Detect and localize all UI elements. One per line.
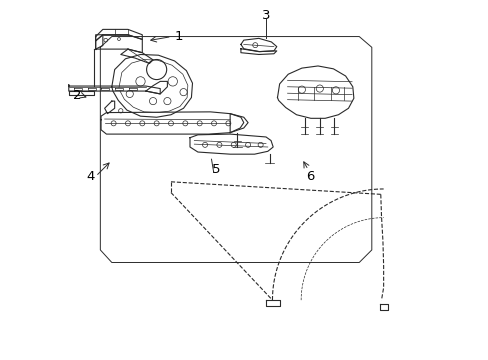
Text: 6: 6 (305, 170, 314, 183)
Text: 4: 4 (86, 170, 95, 183)
Text: 1: 1 (174, 30, 183, 43)
Text: 3: 3 (261, 9, 270, 22)
Text: 5: 5 (211, 163, 220, 176)
Text: 2: 2 (73, 89, 81, 102)
